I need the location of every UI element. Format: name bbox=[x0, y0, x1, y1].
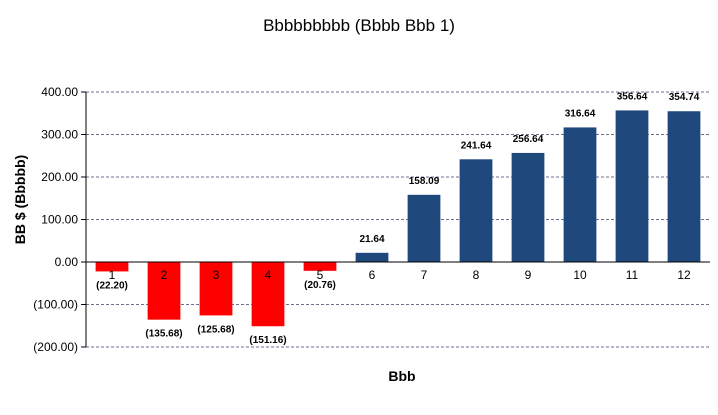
bar bbox=[147, 262, 181, 320]
bar bbox=[303, 262, 337, 271]
y-tick-label: (100.00) bbox=[33, 298, 78, 312]
bar bbox=[199, 262, 233, 316]
data-label: 158.09 bbox=[409, 176, 440, 187]
data-label: 256.64 bbox=[513, 134, 544, 145]
data-label: (151.16) bbox=[249, 335, 286, 346]
y-tick-label: 400.00 bbox=[41, 85, 78, 99]
data-label: (135.68) bbox=[145, 329, 182, 340]
x-tick-label: 1 bbox=[109, 268, 116, 282]
bar bbox=[615, 110, 649, 262]
x-tick-label: 3 bbox=[213, 268, 220, 282]
x-tick-label: 8 bbox=[473, 268, 480, 282]
y-tick-label: (200.00) bbox=[33, 340, 78, 354]
data-label: (20.76) bbox=[304, 280, 336, 291]
x-tick-label: 5 bbox=[317, 268, 324, 282]
x-tick-label: 12 bbox=[677, 268, 691, 282]
bar bbox=[459, 159, 493, 262]
y-tick-label: 0.00 bbox=[55, 255, 79, 269]
x-tick-label: 10 bbox=[573, 268, 587, 282]
y-axis-title: BB $ (Bbbbb) bbox=[12, 155, 28, 244]
bar bbox=[407, 194, 441, 262]
bar bbox=[95, 262, 129, 272]
data-label: (22.20) bbox=[96, 280, 128, 291]
bar bbox=[563, 127, 597, 262]
chart-title: Bbbbbbbbb (Bbbb Bbb 1) bbox=[263, 16, 455, 35]
bar bbox=[667, 111, 701, 262]
x-tick-label: 2 bbox=[161, 268, 168, 282]
x-tick-label: 7 bbox=[421, 268, 428, 282]
data-label: 354.74 bbox=[669, 92, 700, 103]
data-label: (125.68) bbox=[197, 324, 234, 335]
data-label: 316.64 bbox=[565, 108, 596, 119]
x-tick-label: 6 bbox=[369, 268, 376, 282]
y-tick-label: 200.00 bbox=[41, 170, 78, 184]
x-tick-label: 4 bbox=[265, 268, 272, 282]
bar bbox=[511, 152, 545, 262]
data-label: 21.64 bbox=[359, 234, 384, 245]
y-tick-label: 300.00 bbox=[41, 128, 78, 142]
data-label: 241.64 bbox=[461, 140, 492, 151]
y-tick-label: 100.00 bbox=[41, 213, 78, 227]
x-tick-label: 9 bbox=[525, 268, 532, 282]
bar bbox=[251, 262, 285, 327]
data-label: 356.64 bbox=[617, 91, 648, 102]
x-axis-title: Bbb bbox=[388, 368, 415, 384]
x-tick-label: 11 bbox=[626, 268, 639, 282]
bar bbox=[355, 252, 389, 262]
